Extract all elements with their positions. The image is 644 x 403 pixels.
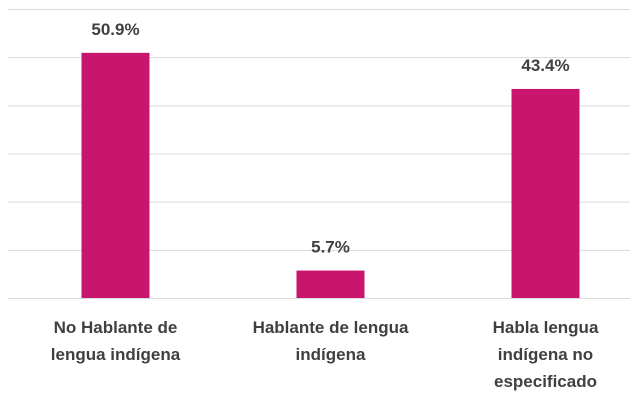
x-tick-label: No Hablante de lengua indígena xyxy=(50,318,181,364)
bar xyxy=(511,88,580,298)
x-tick-label: Hablante de lengua indígena xyxy=(252,318,409,364)
data-label: 50.9% xyxy=(91,20,139,39)
bar xyxy=(296,270,365,298)
data-label: 43.4% xyxy=(521,56,569,75)
data-label: 5.7% xyxy=(311,238,350,257)
bar xyxy=(81,52,150,298)
x-tick-label: Habla lengua indígena no especificado xyxy=(492,318,599,391)
